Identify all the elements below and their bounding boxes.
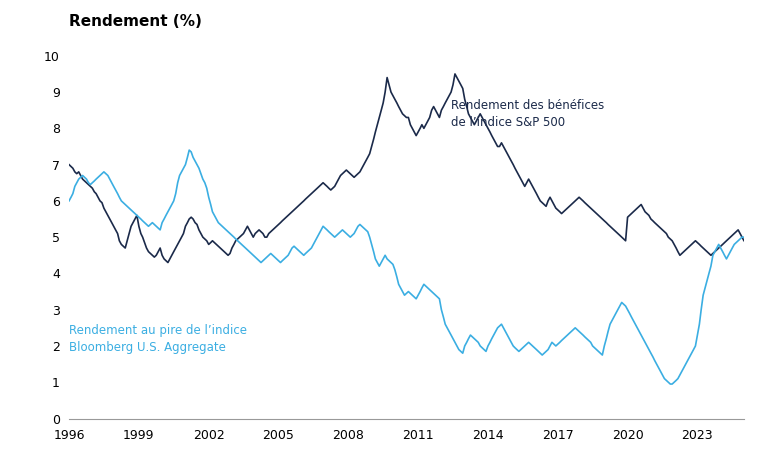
Text: Rendement des bénéfices
de l’indice S&P 500: Rendement des bénéfices de l’indice S&P … xyxy=(451,99,604,129)
Text: Rendement au pire de l’indice
Bloomberg U.S. Aggregate: Rendement au pire de l’indice Bloomberg … xyxy=(69,324,247,354)
Text: Rendement (%): Rendement (%) xyxy=(69,14,202,29)
